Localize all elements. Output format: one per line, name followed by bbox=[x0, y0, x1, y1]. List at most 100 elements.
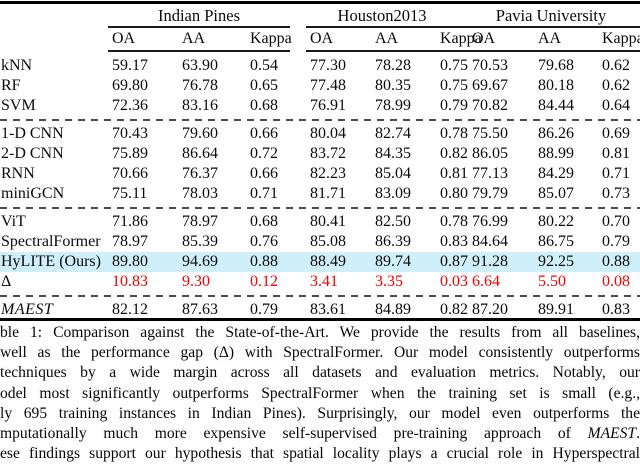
metric-value: 70.53 bbox=[472, 57, 508, 74]
metric-value: 84.29 bbox=[538, 165, 574, 182]
metric-value: 0.82 bbox=[440, 145, 468, 162]
caption-italic-text: MAEST bbox=[587, 424, 637, 442]
row-label: RNN bbox=[1, 165, 35, 182]
metric-value: 75.11 bbox=[112, 185, 148, 202]
caption-text: mputationally much more expensive self-s… bbox=[0, 424, 588, 442]
metric-header: AA bbox=[182, 30, 206, 47]
metric-value: 85.07 bbox=[538, 185, 574, 202]
metric-value: 83.61 bbox=[310, 301, 346, 318]
metric-value: 77.30 bbox=[310, 57, 346, 74]
dashed-separator bbox=[0, 116, 640, 124]
caption-text: techniques by a wide margin across all d… bbox=[0, 364, 640, 382]
metric-value: 86.64 bbox=[182, 145, 218, 162]
table-row: ViT 71.86 78.97 0.68 80.41 82.50 0.78 76.99 80.2… bbox=[0, 212, 640, 232]
caption-line: ly 695 training instances in Indian Pine… bbox=[0, 404, 640, 424]
metric-value: 84.64 bbox=[472, 233, 508, 250]
table-body: kNN 59.17 63.90 0.54 77.30 78.28 0.75 70.53 79.6… bbox=[0, 56, 640, 320]
metric-value: 0.71 bbox=[250, 185, 278, 202]
metric-value: 89.91 bbox=[538, 301, 574, 318]
caption-line: techniques by a wide margin across all d… bbox=[0, 363, 640, 383]
header-rule bbox=[108, 50, 290, 52]
metric-value: 89.80 bbox=[112, 253, 148, 270]
metric-value: 80.18 bbox=[538, 77, 574, 94]
metric-value: 82.74 bbox=[375, 125, 411, 142]
caption-text: well as the performance gap (Δ) with Spe… bbox=[0, 344, 640, 362]
metric-value: 83.09 bbox=[375, 185, 411, 202]
row-label: RF bbox=[1, 77, 21, 94]
table-row: 1-D CNN 70.43 79.60 0.66 80.04 82.74 0.78 75.50… bbox=[0, 124, 640, 144]
results-table: Indian Pines Houston2013 Pavia Universit… bbox=[0, 1, 640, 321]
caption-line: ble 1: Comparison against the State-of-t… bbox=[0, 323, 640, 343]
table-row: kNN 59.17 63.90 0.54 77.30 78.28 0.75 70.53 79.6… bbox=[0, 56, 640, 76]
group-header-indian-pines: Indian Pines bbox=[157, 6, 241, 25]
table-row: miniGCN 75.11 78.03 0.71 81.71 83.09 0.80 79.79… bbox=[0, 184, 640, 204]
metric-value: 0.79 bbox=[602, 233, 630, 250]
metric-value: 3.35 bbox=[375, 273, 403, 290]
metric-value: 0.76 bbox=[250, 233, 278, 250]
table-caption: ble 1: Comparison against the State-of-t… bbox=[0, 323, 640, 464]
metric-value: 0.69 bbox=[602, 125, 630, 142]
table-bottom-rule bbox=[0, 318, 640, 321]
metric-value: 86.75 bbox=[538, 233, 574, 250]
metric-value: 77.13 bbox=[472, 165, 508, 182]
metric-value: 80.35 bbox=[375, 77, 411, 94]
caption-text: ly 695 training instances in Indian Pine… bbox=[0, 404, 640, 422]
metric-value: 0.66 bbox=[250, 165, 278, 182]
metric-value: 82.12 bbox=[112, 301, 148, 318]
metric-value: 83.16 bbox=[182, 97, 218, 114]
metric-value: 76.91 bbox=[310, 97, 346, 114]
metric-value: 0.87 bbox=[440, 253, 468, 270]
metric-value: 94.69 bbox=[182, 253, 218, 270]
metric-value: 70.82 bbox=[472, 97, 508, 114]
caption-line: mputationally much more expensive self-s… bbox=[0, 424, 640, 444]
metric-value: 79.60 bbox=[182, 125, 218, 142]
metric-value: 0.79 bbox=[440, 97, 468, 114]
dashed-separator bbox=[0, 204, 640, 212]
row-label: MAEST bbox=[1, 301, 54, 318]
metric-header: OA bbox=[112, 30, 136, 47]
metric-value: 80.22 bbox=[538, 213, 574, 230]
metric-value: 84.89 bbox=[375, 301, 411, 318]
metric-header: AA bbox=[375, 30, 399, 47]
metric-value: 0.81 bbox=[440, 165, 468, 182]
table-row: 2-D CNN 75.89 86.64 0.72 83.72 84.35 0.82 86.05… bbox=[0, 144, 640, 164]
dashed-separator bbox=[0, 292, 640, 300]
metric-value: 78.28 bbox=[375, 57, 411, 74]
metric-value: 86.26 bbox=[538, 125, 574, 142]
group-rule bbox=[468, 26, 640, 28]
metric-value: 78.99 bbox=[375, 97, 411, 114]
metric-value: 0.54 bbox=[250, 57, 278, 74]
metric-value: 92.25 bbox=[538, 253, 574, 270]
metric-value: 80.41 bbox=[310, 213, 346, 230]
metric-value: 85.08 bbox=[310, 233, 346, 250]
metric-value: 76.37 bbox=[182, 165, 218, 182]
metric-value: 80.04 bbox=[310, 125, 346, 142]
metric-value: 88.99 bbox=[538, 145, 574, 162]
metric-value: 0.65 bbox=[250, 77, 278, 94]
metric-header: OA bbox=[310, 30, 334, 47]
metric-value: 0.70 bbox=[602, 213, 630, 230]
row-label: ViT bbox=[1, 213, 26, 230]
metric-value: 70.66 bbox=[112, 165, 148, 182]
metric-value: 0.68 bbox=[250, 97, 278, 114]
table-row: SpectralFormer 78.97 85.39 0.76 85.08 86.39 0.… bbox=[0, 232, 640, 252]
metric-value: 10.83 bbox=[112, 273, 148, 290]
group-header-houston2013: Houston2013 bbox=[337, 6, 427, 25]
caption-text: ese findings support our hypothesis that… bbox=[0, 445, 640, 463]
header-rule bbox=[306, 50, 468, 52]
metric-value: 87.20 bbox=[472, 301, 508, 318]
metric-value: 85.04 bbox=[375, 165, 411, 182]
metric-value: 82.23 bbox=[310, 165, 346, 182]
metric-value: 72.36 bbox=[112, 97, 148, 114]
metric-value: 70.43 bbox=[112, 125, 148, 142]
metric-value: 0.82 bbox=[440, 301, 468, 318]
metric-value: 0.66 bbox=[250, 125, 278, 142]
header-rule bbox=[468, 50, 640, 52]
table-row: SVM 72.36 83.16 0.68 76.91 78.99 0.79 70.82 84.4… bbox=[0, 96, 640, 116]
row-label: miniGCN bbox=[1, 185, 65, 202]
metric-value: 0.81 bbox=[602, 145, 630, 162]
metric-value: 59.17 bbox=[112, 57, 148, 74]
table-row: RNN 70.66 76.37 0.66 82.23 85.04 0.81 77.13 84.2… bbox=[0, 164, 640, 184]
row-label: Δ bbox=[1, 273, 12, 290]
metric-value: 77.48 bbox=[310, 77, 346, 94]
